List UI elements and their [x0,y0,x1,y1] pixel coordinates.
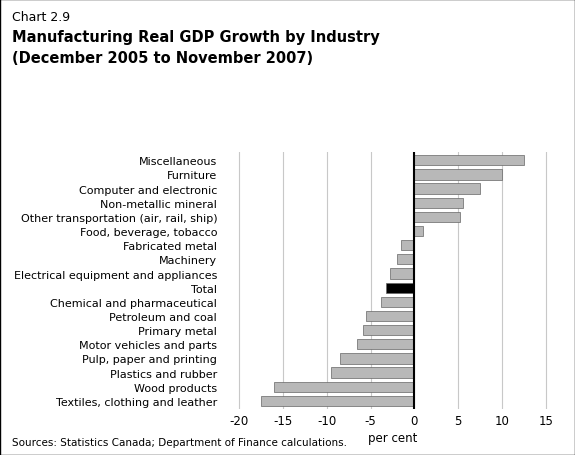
Bar [415,227,423,237]
Bar [366,311,415,321]
Bar [390,269,415,279]
Text: Sources: Statistics Canada; Department of Finance calculations.: Sources: Statistics Canada; Department o… [12,437,347,447]
Bar [340,354,415,364]
Bar [397,255,415,265]
Bar [331,368,415,378]
Bar [381,297,415,307]
X-axis label: per cent: per cent [368,431,417,445]
Bar [415,156,524,166]
Text: (December 2005 to November 2007): (December 2005 to November 2007) [12,51,313,66]
Bar [274,382,415,392]
Bar [386,283,415,293]
Bar [415,184,480,194]
Bar [401,241,415,251]
Bar [357,339,415,349]
Bar [415,212,460,222]
Bar [261,396,415,406]
Bar [363,325,415,335]
Text: Manufacturing Real GDP Growth by Industry: Manufacturing Real GDP Growth by Industr… [12,30,380,45]
Bar [415,170,502,180]
Bar [415,198,463,208]
Text: Chart 2.9: Chart 2.9 [12,11,70,25]
